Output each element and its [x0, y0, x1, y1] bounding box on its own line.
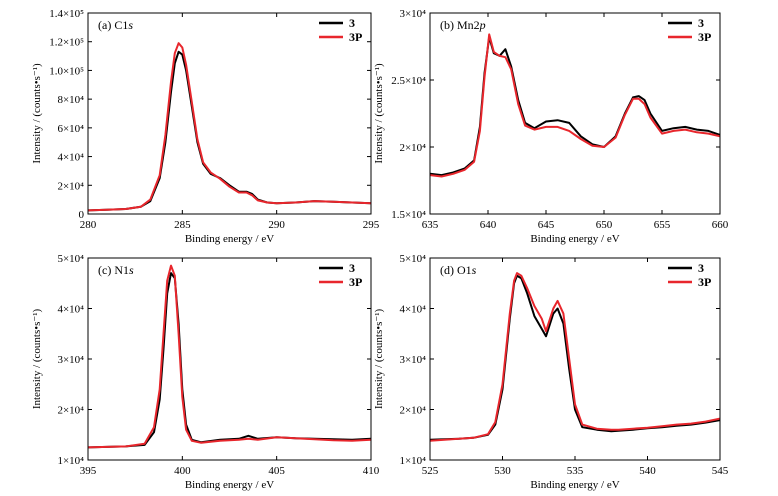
legend-label: 3P	[349, 275, 362, 289]
y-tick-label: 1.2×10⁵	[49, 37, 84, 49]
x-tick-label: 280	[80, 219, 97, 231]
x-tick-label: 295	[363, 219, 380, 231]
y-axis-label: Intensity / (counts•s⁻¹)	[373, 309, 385, 410]
x-tick-label: 655	[654, 219, 671, 231]
y-tick-label: 5×10⁴	[399, 253, 426, 265]
y-tick-label: 1×10⁴	[57, 455, 84, 467]
y-tick-label: 2×10⁴	[399, 142, 426, 154]
x-tick-label: 635	[422, 219, 439, 231]
chart-panel-2: 395 400 405 410 1×10⁴ 2×10⁴ 3×10⁴ 4×10⁴ 5×10⁴ Bin…	[31, 253, 380, 491]
x-tick-label: 290	[268, 219, 285, 231]
plot-frame	[429, 257, 721, 461]
y-tick-label: 3×10⁴	[399, 8, 426, 20]
x-tick-label: 540	[639, 465, 656, 477]
panel-label: (a) C1s	[98, 18, 133, 32]
series-line-3	[430, 274, 720, 441]
y-axis-label: Intensity / (counts•s⁻¹)	[31, 63, 43, 164]
plot-frame	[429, 12, 721, 215]
y-tick-label: 4×10⁴	[399, 304, 426, 316]
chart-panel-3: 525 530 535 540 545 1×10⁴ 2×10⁴ 3×10⁴ 4×10⁴ 5×10⁴…	[373, 253, 729, 491]
x-tick-label: 285	[174, 219, 191, 231]
y-tick-label: 2×10⁴	[57, 405, 84, 417]
plot-frame	[87, 257, 372, 461]
legend-label: 3	[698, 261, 704, 275]
legend-label: 3P	[698, 275, 711, 289]
legend-label: 3P	[698, 30, 711, 44]
x-axis-label: Binding energy / eV	[530, 233, 619, 245]
x-tick-label: 650	[596, 219, 613, 231]
x-tick-label: 405	[268, 465, 285, 477]
legend-label: 3	[698, 16, 704, 30]
y-tick-label: 1.5×10⁴	[391, 209, 426, 221]
x-tick-label: 645	[538, 219, 555, 231]
y-tick-label: 2×10⁴	[57, 180, 84, 192]
x-tick-label: 395	[80, 465, 97, 477]
y-tick-label: 4×10⁴	[57, 152, 84, 164]
y-tick-label: 3×10⁴	[399, 354, 426, 366]
legend-label: 3	[349, 16, 355, 30]
chart-panel-0: 280 285 290 295 0 2×10⁴ 4×10⁴ 6×10⁴ 8×10⁴ 1.0×10⁵…	[31, 8, 380, 245]
x-tick-label: 545	[712, 465, 729, 477]
y-tick-label: 3×10⁴	[57, 354, 84, 366]
x-tick-label: 640	[480, 219, 497, 231]
x-tick-label: 535	[567, 465, 584, 477]
x-axis-label: Binding energy / eV	[185, 233, 274, 245]
y-tick-label: 1×10⁴	[399, 455, 426, 467]
y-tick-label: 2×10⁴	[399, 405, 426, 417]
x-axis-label: Binding energy / eV	[185, 479, 274, 491]
y-tick-label: 4×10⁴	[57, 304, 84, 316]
series-line-3p	[88, 42, 371, 212]
y-tick-label: 0	[79, 209, 85, 221]
y-tick-label: 2.5×10⁴	[391, 75, 426, 87]
y-tick-label: 6×10⁴	[57, 123, 84, 135]
series-line-3p	[430, 272, 720, 442]
x-tick-label: 525	[422, 465, 439, 477]
series-line-3	[88, 272, 371, 449]
panel-label: (b) Mn2p	[440, 18, 486, 32]
series-line-3p	[88, 264, 371, 449]
x-tick-label: 410	[363, 465, 380, 477]
x-axis-label: Binding energy / eV	[530, 479, 619, 491]
series-line-3p	[430, 33, 720, 178]
series-line-3	[430, 36, 720, 177]
chart-panel-1: 635 640 645 650 655 660 1.5×10⁴ 2×10⁴ 2.5×10⁴ 3×1…	[373, 8, 729, 245]
legend-label: 3P	[349, 30, 362, 44]
panel-label: (d) O1s	[440, 263, 477, 277]
y-tick-label: 1.0×10⁵	[49, 65, 84, 77]
y-tick-label: 1.4×10⁵	[49, 8, 84, 20]
x-tick-label: 530	[494, 465, 511, 477]
legend-label: 3	[349, 261, 355, 275]
panel-label: (c) N1s	[98, 263, 134, 277]
y-tick-label: 8×10⁴	[57, 94, 84, 106]
x-tick-label: 400	[174, 465, 191, 477]
y-tick-label: 5×10⁴	[57, 253, 84, 265]
x-tick-label: 660	[712, 219, 729, 231]
y-axis-label: Intensity / (counts•s⁻¹)	[373, 63, 385, 164]
plot-frame	[87, 12, 372, 215]
y-axis-label: Intensity / (counts•s⁻¹)	[31, 309, 43, 410]
